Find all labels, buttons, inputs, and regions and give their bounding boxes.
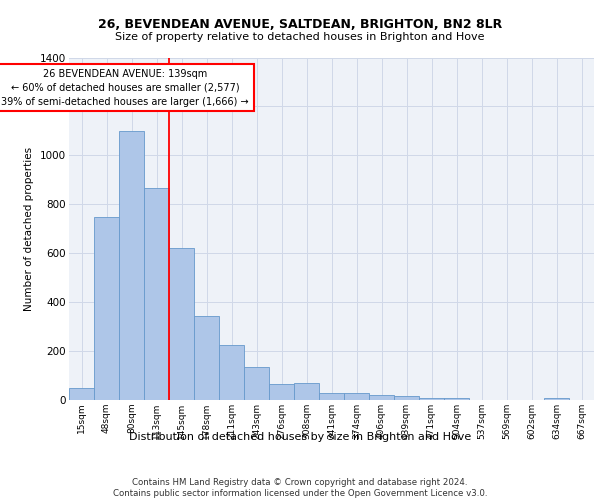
Bar: [169, 248, 194, 400]
Bar: [69, 388, 94, 400]
Bar: [544, 398, 569, 400]
Text: 26 BEVENDEAN AVENUE: 139sqm
← 60% of detached houses are smaller (2,577)
39% of : 26 BEVENDEAN AVENUE: 139sqm ← 60% of det…: [1, 68, 249, 106]
Bar: [444, 398, 469, 400]
Bar: [419, 398, 444, 400]
Bar: [394, 396, 419, 400]
Bar: [244, 367, 269, 400]
Bar: [369, 394, 394, 400]
Text: Size of property relative to detached houses in Brighton and Hove: Size of property relative to detached ho…: [115, 32, 485, 42]
Text: Distribution of detached houses by size in Brighton and Hove: Distribution of detached houses by size …: [129, 432, 471, 442]
Y-axis label: Number of detached properties: Number of detached properties: [25, 146, 34, 311]
Bar: [119, 131, 144, 400]
Text: 26, BEVENDEAN AVENUE, SALTDEAN, BRIGHTON, BN2 8LR: 26, BEVENDEAN AVENUE, SALTDEAN, BRIGHTON…: [98, 18, 502, 30]
Bar: [144, 188, 169, 400]
Bar: [269, 384, 294, 400]
Text: Contains HM Land Registry data © Crown copyright and database right 2024.
Contai: Contains HM Land Registry data © Crown c…: [113, 478, 487, 498]
Bar: [94, 216, 119, 400]
Bar: [294, 383, 319, 400]
Bar: [194, 316, 219, 400]
Bar: [219, 345, 244, 400]
Bar: [319, 392, 344, 400]
Bar: [344, 392, 369, 400]
